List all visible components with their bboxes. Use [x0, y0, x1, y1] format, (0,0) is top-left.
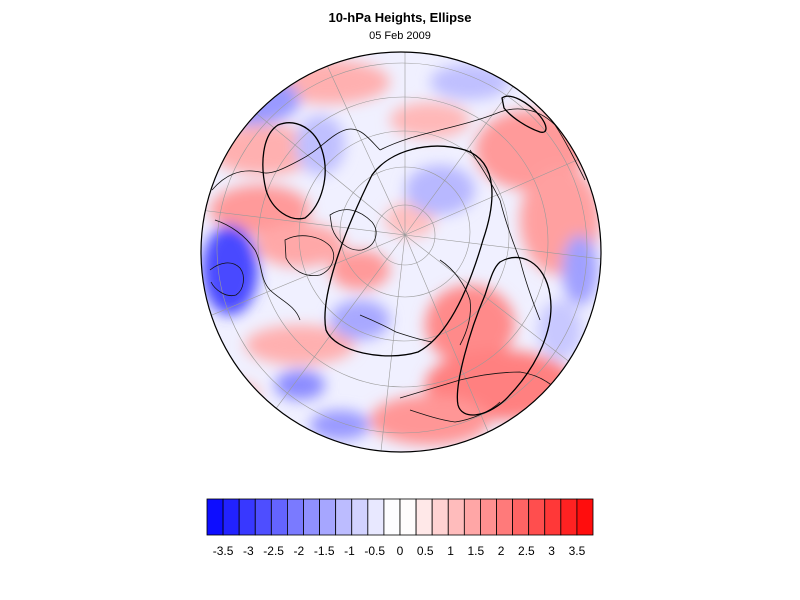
- colorbar-tick-label: -3: [243, 544, 254, 558]
- colorbar-swatch: [415, 498, 433, 536]
- colorbar-swatch: [270, 498, 288, 536]
- colorbar-swatch: [351, 498, 369, 536]
- colorbar-tick-label: -1.5: [313, 544, 335, 558]
- colorbar-swatch: [480, 498, 497, 536]
- globe-outline: [200, 51, 602, 453]
- colorbar-swatch: [560, 498, 578, 536]
- colorbar-swatch: [463, 498, 481, 536]
- colorbar-swatch: [367, 498, 385, 536]
- map-date: 05 Feb 2009: [369, 30, 431, 42]
- colorbar-tick-label: 1: [447, 544, 454, 558]
- colorbar-swatch: [576, 498, 594, 536]
- colorbar-swatch: [528, 498, 546, 536]
- colorbar-swatch: [319, 498, 337, 536]
- colorbar-swatch: [431, 498, 449, 536]
- colorbar-tick-label: -1: [344, 544, 355, 558]
- colorbar-tick-label: -3.5: [212, 544, 234, 558]
- colorbar-tick-label: 3: [548, 544, 555, 558]
- colorbar-tick-label: -2: [293, 544, 305, 558]
- colorbar-tick-label: 1.5: [467, 544, 485, 558]
- colorbar-tick-label: 0: [396, 544, 404, 558]
- colorbar-tick-label: -0.5: [364, 544, 386, 558]
- colorbar-swatch: [238, 498, 256, 536]
- colorbar-swatch: [303, 498, 320, 536]
- anomaly-field: [201, 52, 601, 452]
- colorbar-swatch: [447, 498, 465, 536]
- arctic-ellipse: [501, 95, 547, 133]
- pacific-ellipse: [262, 122, 326, 220]
- colorbar-tick-label: 2.5: [518, 544, 535, 558]
- graticule: [201, 52, 601, 452]
- colorbar-swatch: [383, 498, 401, 536]
- vortex-ellipse: [324, 145, 493, 357]
- eurasia-ellipse: [456, 256, 552, 416]
- coastlines: [209, 108, 586, 423]
- colorbar-tick-label: 0.5: [416, 544, 434, 558]
- colorbar-swatch: [287, 498, 304, 536]
- colorbar-swatch: [222, 498, 240, 536]
- colorbar-swatch: [254, 498, 272, 536]
- colorbar-swatch: [544, 498, 562, 536]
- ellipse-contours: [262, 95, 552, 416]
- colorbar: [206, 498, 594, 536]
- colorbar-tick-label: 3.5: [568, 544, 586, 558]
- colorbar-swatch: [335, 498, 353, 536]
- colorbar-tick-label: 2: [497, 544, 505, 558]
- colorbar-swatch: [399, 498, 417, 536]
- map-title: 10-hPa Heights, Ellipse: [328, 10, 472, 25]
- colorbar-swatch: [496, 498, 513, 536]
- colorbar-tick-label: -2.5: [263, 544, 284, 558]
- colorbar-swatch: [512, 498, 530, 536]
- colorbar-swatch: [206, 498, 224, 536]
